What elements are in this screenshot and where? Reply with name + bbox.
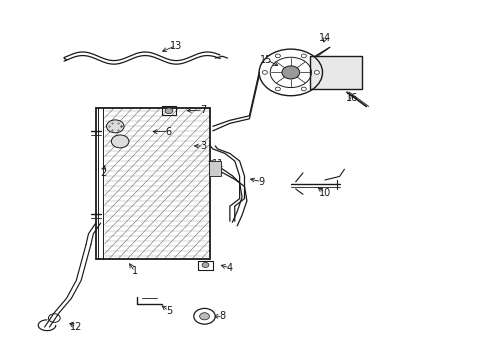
Text: 5: 5: [165, 306, 172, 316]
Text: 12: 12: [70, 322, 82, 332]
Text: 4: 4: [226, 263, 232, 273]
Text: 10: 10: [318, 188, 330, 198]
Circle shape: [164, 108, 172, 114]
Text: 16: 16: [345, 93, 357, 103]
Bar: [310, 56, 361, 89]
Text: 7: 7: [200, 105, 206, 115]
Text: 9: 9: [258, 177, 264, 187]
Text: 3: 3: [200, 141, 206, 151]
Circle shape: [275, 87, 280, 91]
Circle shape: [199, 313, 209, 320]
Circle shape: [301, 87, 305, 91]
Text: 15: 15: [260, 55, 272, 65]
Circle shape: [111, 135, 129, 148]
Circle shape: [314, 71, 319, 74]
Text: 1: 1: [131, 266, 138, 276]
Circle shape: [275, 54, 280, 58]
Text: 14: 14: [318, 33, 330, 43]
Text: 2: 2: [100, 168, 106, 178]
Circle shape: [202, 262, 208, 267]
Circle shape: [301, 54, 305, 58]
Text: 8: 8: [219, 311, 225, 321]
Circle shape: [106, 120, 124, 133]
Bar: [208, 161, 221, 176]
Text: 11: 11: [211, 159, 224, 169]
Circle shape: [262, 71, 267, 74]
Text: 13: 13: [170, 41, 182, 50]
Text: 6: 6: [165, 127, 172, 136]
Circle shape: [193, 309, 215, 324]
Circle shape: [282, 66, 299, 79]
